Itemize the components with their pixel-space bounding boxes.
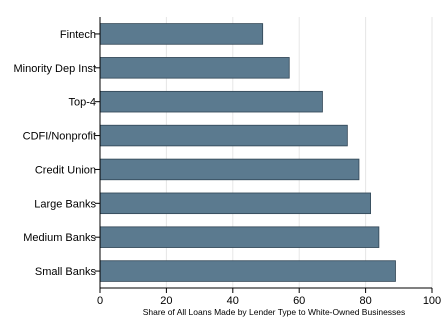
label-layer: 0 20 40 60 80 100 Fintech Minority Dep Inst Top-… xyxy=(13,29,441,307)
category-label: Minority Dep Inst xyxy=(13,63,96,75)
bar-minority-dep-inst xyxy=(99,57,290,79)
bar-credit-union xyxy=(99,158,360,181)
bar-cdfi-nonprofit xyxy=(99,124,348,147)
category-label: CDFI/Nonprofit xyxy=(23,131,96,143)
axis-layer xyxy=(99,17,432,289)
category-label: Large Banks xyxy=(34,198,96,210)
category-label: Fintech xyxy=(60,29,96,41)
x-tick-label: 40 xyxy=(227,295,239,307)
bar-top-4 xyxy=(99,90,323,113)
x-tick-label: 0 xyxy=(97,295,103,307)
category-label: Credit Union xyxy=(35,164,96,176)
bar-layer xyxy=(99,23,396,282)
x-tick-label: 80 xyxy=(359,295,371,307)
bar-medium-banks xyxy=(99,226,380,248)
bar-fintech xyxy=(99,23,264,45)
x-tick-label: 60 xyxy=(293,295,305,307)
category-label: Medium Banks xyxy=(23,232,96,244)
category-label: Top-4 xyxy=(68,97,96,109)
x-axis-title: Share of All Loans Made by Lender Type t… xyxy=(143,307,406,317)
x-tick-label: 20 xyxy=(160,295,172,307)
bar-large-banks xyxy=(99,192,371,215)
category-label: Small Banks xyxy=(35,266,97,278)
x-tick-label: 100 xyxy=(423,295,441,307)
bar-small-banks xyxy=(99,260,396,282)
